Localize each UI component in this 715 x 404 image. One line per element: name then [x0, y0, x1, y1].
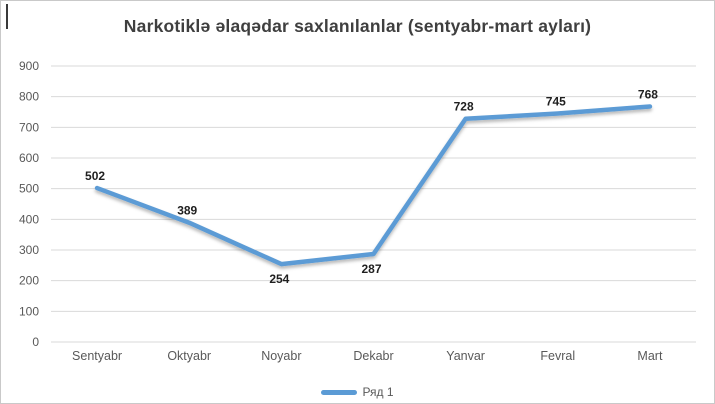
y-axis-tick-label: 900: [19, 59, 39, 73]
y-axis-tick-label: 100: [19, 304, 39, 318]
series-line: [94, 104, 653, 267]
chart-title: Narkotiklə əlaqədar saxlanılanlar (senty…: [123, 16, 592, 36]
data-labels: 502 389 254 287 728 745 768: [85, 87, 658, 286]
x-axis-category-label: Oktyabr: [167, 349, 211, 363]
y-axis-tick-label: 400: [19, 212, 39, 226]
data-label: 389: [177, 204, 197, 218]
y-axis-tick-label: 0: [32, 335, 39, 349]
y-axis-tick-label: 700: [19, 120, 39, 134]
x-axis-category-label: Yanvar: [446, 349, 485, 363]
data-label: 287: [361, 262, 381, 276]
y-axis-tick-label: 600: [19, 151, 39, 165]
y-axis-tick-labels: 0 100 200 300 400 500 600 700 800 900: [19, 59, 39, 349]
data-label: 745: [546, 95, 566, 109]
x-axis-category-label: Mart: [637, 349, 663, 363]
y-axis-tick-label: 800: [19, 90, 39, 104]
data-label: 728: [454, 100, 474, 114]
x-axis-category-label: Dekabr: [353, 349, 393, 363]
x-axis-category-label: Sentyabr: [72, 349, 122, 363]
x-axis-category-label: Noyabr: [261, 349, 301, 363]
data-label: 502: [85, 169, 105, 183]
data-label: 768: [638, 87, 658, 101]
legend: Ряд 1: [1, 384, 714, 400]
series-line-group: [94, 104, 653, 267]
gridlines: [51, 65, 696, 343]
data-label: 254: [269, 272, 289, 286]
y-axis-tick-label: 200: [19, 274, 39, 288]
x-axis-category-labels: Sentyabr Oktyabr Noyabr Dekabr Yanvar Fevral M…: [72, 349, 663, 363]
y-axis-tick-label: 300: [19, 243, 39, 257]
text-cursor-artifact: [6, 4, 8, 29]
x-axis-category-label: Fevral: [540, 349, 575, 363]
legend-line-marker: [321, 389, 358, 395]
legend-label: Ряд 1: [362, 385, 394, 399]
y-axis-tick-label: 500: [19, 182, 39, 196]
